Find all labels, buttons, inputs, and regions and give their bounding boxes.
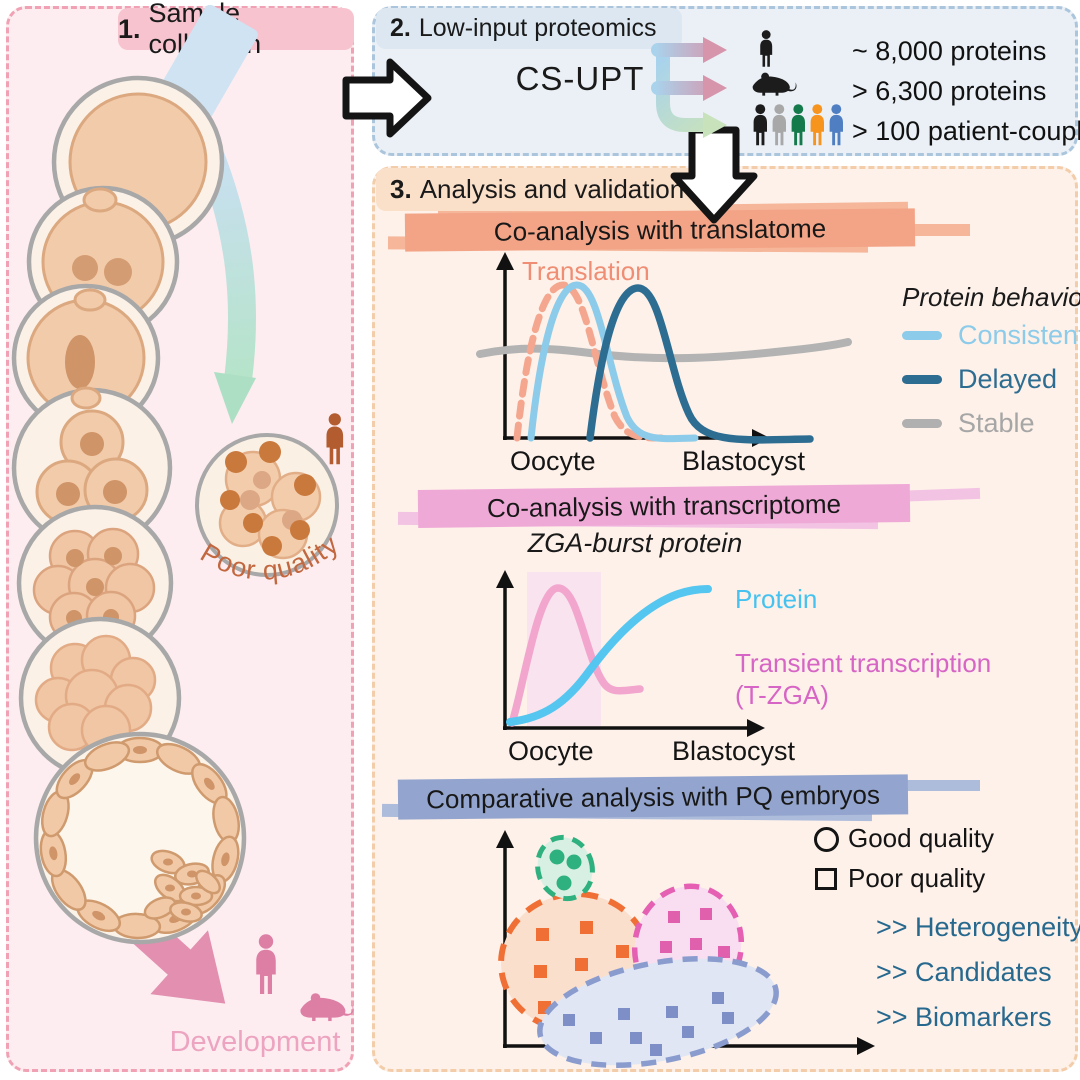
panel3-number: 3.	[390, 174, 412, 204]
mouse-proteins-stat: > 6,300 proteins	[852, 76, 1047, 106]
good-quality-label: Good quality	[848, 823, 994, 853]
good-quality-circle-icon	[814, 827, 839, 852]
translatome-banner: Co-analysis with translatome	[404, 208, 916, 252]
banner-stroke	[862, 780, 980, 791]
development-label: Development	[169, 1026, 341, 1058]
delayed-legend-label: Delayed	[958, 364, 1058, 394]
protein-behaviors-legend-title: Protein behaviors	[902, 282, 1080, 312]
outcome-heterogeneity: >> Heterogeneity	[876, 912, 1080, 942]
panel3-title: 3. Analysis and validation	[376, 168, 706, 211]
panel1-title: 1. Sample collection	[118, 0, 354, 59]
poor-quality-square-icon	[815, 868, 837, 890]
outcome-candidates: >> Candidates	[876, 957, 1052, 987]
consistent-legend-label: Consistent	[958, 320, 1080, 350]
human-proteins-stat: ~ 8,000 proteins	[852, 36, 1047, 66]
patient-couples-stat: > 100 patient-couples	[852, 116, 1080, 146]
outcome-biomarkers: >> Biomarkers	[876, 1002, 1052, 1032]
panel1-number: 1.	[118, 13, 141, 44]
consistent-swatch	[902, 331, 942, 340]
transcriptome-banner: Co-analysis with transcriptome	[417, 483, 911, 529]
panel2-number: 2.	[390, 14, 411, 42]
method-label: CS-UPT	[515, 60, 645, 97]
stable-legend-label: Stable	[958, 408, 1035, 438]
delayed-swatch	[902, 375, 942, 384]
sample-collection-panel	[6, 6, 354, 1072]
stable-swatch	[902, 419, 942, 428]
zga-burst-protein-title: ZGA-burst protein	[527, 528, 743, 558]
panel2-title: 2. Low-input proteomics	[376, 8, 682, 49]
comparative-banner: Comparative analysis with PQ embryos	[397, 774, 909, 820]
poor-quality-label: Poor quality	[848, 863, 986, 893]
